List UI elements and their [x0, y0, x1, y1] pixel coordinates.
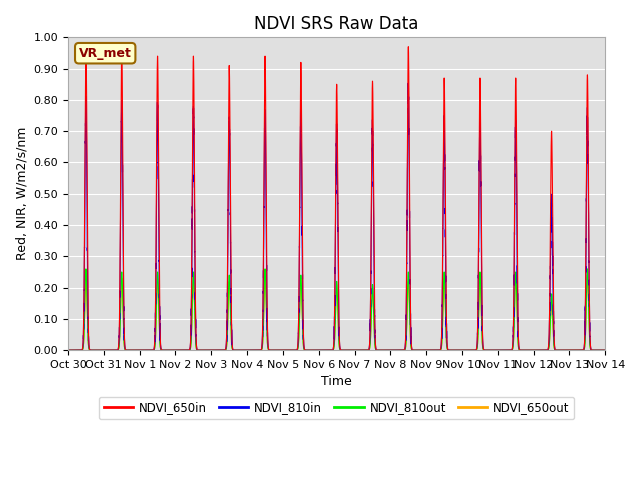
NDVI_650out: [602, 348, 609, 353]
NDVI_650out: [261, 272, 269, 278]
NDVI_650out: [492, 348, 500, 353]
NDVI_650in: [365, 344, 373, 350]
NDVI_810out: [600, 348, 608, 353]
Line: NDVI_650in: NDVI_650in: [68, 44, 605, 350]
NDVI_810out: [365, 347, 373, 352]
NDVI_650out: [224, 311, 232, 317]
Line: NDVI_810out: NDVI_810out: [68, 269, 605, 350]
NDVI_810in: [224, 227, 232, 233]
NDVI_650out: [527, 348, 534, 353]
NDVI_650out: [64, 348, 72, 353]
NDVI_810in: [406, 263, 414, 268]
NDVI_810in: [492, 348, 500, 353]
NDVI_810out: [64, 348, 72, 353]
NDVI_810in: [365, 345, 373, 350]
NDVI_810in: [602, 348, 609, 353]
NDVI_810out: [527, 348, 534, 353]
NDVI_650out: [365, 347, 373, 352]
NDVI_650in: [406, 253, 414, 259]
NDVI_650in: [224, 192, 232, 198]
NDVI_810in: [600, 348, 608, 353]
NDVI_650in: [82, 41, 90, 47]
NDVI_810out: [224, 306, 232, 312]
NDVI_810out: [492, 348, 500, 353]
NDVI_810out: [82, 266, 90, 272]
NDVI_650in: [492, 348, 500, 353]
NDVI_810in: [527, 348, 534, 353]
X-axis label: Time: Time: [321, 375, 352, 388]
NDVI_650out: [600, 348, 608, 353]
Y-axis label: Red, NIR, W/m2/s/nm: Red, NIR, W/m2/s/nm: [15, 127, 28, 261]
Line: NDVI_650out: NDVI_650out: [68, 275, 605, 350]
NDVI_810in: [404, 80, 412, 86]
Text: VR_met: VR_met: [79, 47, 132, 60]
Legend: NDVI_650in, NDVI_810in, NDVI_810out, NDVI_650out: NDVI_650in, NDVI_810in, NDVI_810out, NDV…: [99, 397, 575, 419]
NDVI_810out: [406, 323, 414, 329]
NDVI_810out: [602, 348, 609, 353]
NDVI_650in: [64, 348, 72, 353]
Line: NDVI_810in: NDVI_810in: [68, 83, 605, 350]
NDVI_650in: [602, 348, 609, 353]
NDVI_810in: [64, 348, 72, 353]
NDVI_650out: [406, 326, 414, 332]
Title: NDVI SRS Raw Data: NDVI SRS Raw Data: [255, 15, 419, 33]
NDVI_650in: [527, 348, 534, 353]
NDVI_650in: [600, 348, 608, 353]
